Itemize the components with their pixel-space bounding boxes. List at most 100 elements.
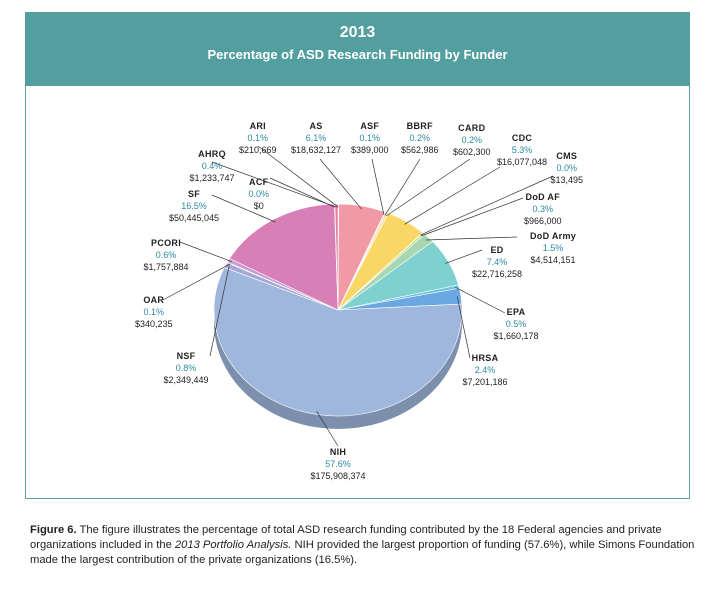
- label-ahrq-percent: 0.4%: [201, 161, 223, 171]
- label-asf-name: ASF: [360, 121, 380, 131]
- leader-epa: [455, 287, 506, 314]
- label-acf-amount: $0: [253, 201, 264, 211]
- caption-text-2: NIH provided the largest proportion of f…: [30, 539, 695, 566]
- label-ed-percent: 7.4%: [486, 257, 508, 267]
- label-asf: ASF 0.1% $389,000: [351, 120, 389, 156]
- label-oar-percent: 0.1%: [143, 307, 165, 317]
- label-card-name: CARD: [458, 123, 486, 133]
- label-nih-name: NIH: [329, 447, 347, 457]
- label-cdc: CDC 5.3% $16,077,048: [497, 132, 547, 168]
- label-acf: ACF 0.0% $0: [249, 176, 270, 212]
- label-pcori: PCORI 0.6% $1,757,884: [144, 237, 189, 273]
- leader-dod-af: [421, 197, 524, 237]
- label-nih: NIH 57.6% $175,908,374: [311, 446, 366, 482]
- label-epa-name: EPA: [506, 307, 526, 317]
- leader-dod-army: [426, 236, 518, 241]
- figure-caption: Figure 6. The figure illustrates the per…: [30, 523, 700, 568]
- chart-subtitle: Percentage of ASD Research Funding by Fu…: [207, 47, 508, 62]
- slice-nih: [213, 267, 463, 417]
- slice-sf: [229, 203, 339, 311]
- leader-bbrf: [384, 158, 421, 216]
- label-epa-amount: $1,660,178: [493, 331, 539, 341]
- label-bbrf-percent: 0.2%: [409, 133, 431, 143]
- label-oar-name: OAR: [143, 295, 165, 305]
- label-acf-name: ACF: [249, 177, 269, 187]
- label-asf-amount: $389,000: [351, 145, 389, 155]
- label-ari: ARI 0.1% $210,669: [239, 120, 277, 156]
- label-card-percent: 0.2%: [461, 135, 483, 145]
- leader-oar: [162, 263, 231, 301]
- label-ari-percent: 0.1%: [247, 133, 269, 143]
- label-cms: CMS 0.0% $13,495: [551, 150, 584, 186]
- label-dod-army-amount: $4,514,151: [530, 255, 576, 265]
- label-sf-percent: 16.5%: [181, 201, 207, 211]
- label-sf-name: SF: [187, 189, 201, 199]
- label-dod-af-name: DoD AF: [525, 192, 560, 202]
- label-oar-amount: $340,235: [135, 319, 173, 329]
- chart-title: 2013: [339, 24, 376, 41]
- label-ahrq: AHRQ 0.4% $1,233,747: [190, 148, 235, 184]
- label-sf-amount: $50,445,045: [169, 213, 220, 223]
- label-ari-name: ARI: [249, 121, 266, 131]
- leader-sf: [211, 194, 276, 223]
- label-dod-af-percent: 0.3%: [532, 204, 554, 214]
- leader-ahrq: [211, 161, 337, 208]
- label-epa: EPA 0.5% $1,660,178: [494, 306, 539, 342]
- label-hrsa-amount: $7,201,186: [462, 377, 508, 387]
- leader-as: [319, 158, 362, 210]
- label-ed-name: ED: [490, 245, 504, 255]
- label-pcori-amount: $1,757,884: [143, 262, 189, 272]
- leader-cdc: [404, 166, 501, 225]
- label-dod-army-percent: 1.5%: [542, 243, 564, 253]
- leader-asf: [371, 158, 385, 216]
- label-cms-amount: $13,495: [550, 175, 584, 185]
- label-pcori-name: PCORI: [151, 238, 182, 248]
- leader-ed: [445, 249, 483, 264]
- label-acf-percent: 0.0%: [248, 189, 270, 199]
- label-cms-percent: 0.0%: [556, 163, 578, 173]
- label-ahrq-amount: $1,233,747: [189, 173, 235, 183]
- label-cms-name: CMS: [556, 151, 578, 161]
- label-cdc-percent: 5.3%: [511, 145, 533, 155]
- leader-hrsa: [456, 296, 471, 359]
- leader-cms: [420, 175, 554, 236]
- label-ahrq-name: AHRQ: [198, 149, 226, 159]
- leader-nih: [316, 410, 339, 447]
- label-ed-amount: $22,716,258: [472, 269, 523, 279]
- label-hrsa: HRSA 2.4% $7,201,186: [463, 352, 508, 388]
- label-sf: SF 16.5% $50,445,045: [169, 188, 219, 224]
- label-nsf-name: NSF: [176, 351, 196, 361]
- caption-emphasis: 2013 Portfolio Analysis.: [174, 539, 292, 551]
- label-ed: ED 7.4% $22,716,258: [472, 244, 522, 280]
- label-pcori-percent: 0.6%: [155, 250, 177, 260]
- chart-header-banner: 2013 Percentage of ASD Research Funding …: [25, 12, 690, 86]
- label-nsf: NSF 0.8% $2,349,449: [164, 350, 209, 386]
- label-epa-percent: 0.5%: [505, 319, 527, 329]
- leader-lines: [162, 145, 554, 447]
- label-as-name: AS: [309, 121, 323, 131]
- slice-ahrq: [334, 203, 339, 311]
- label-dod-af-amount: $966,000: [524, 216, 562, 226]
- label-hrsa-percent: 2.4%: [474, 365, 496, 375]
- label-as-amount: $18,632,127: [291, 145, 342, 155]
- label-cdc-amount: $16,077,048: [497, 157, 548, 167]
- label-nih-amount: $175,908,374: [310, 471, 366, 481]
- label-bbrf-name: BBRF: [406, 121, 433, 131]
- label-bbrf: BBRF 0.2% $562,986: [401, 120, 439, 156]
- label-dod-army: DoD Army 1.5% $4,514,151: [530, 230, 576, 266]
- label-asf-percent: 0.1%: [359, 133, 381, 143]
- label-dod-army-name: DoD Army: [530, 231, 577, 241]
- label-cdc-name: CDC: [511, 133, 533, 143]
- label-nsf-amount: $2,349,449: [163, 375, 209, 385]
- leader-nsf: [209, 266, 230, 357]
- label-as-percent: 6.1%: [305, 133, 327, 143]
- label-as: AS 6.1% $18,632,127: [291, 120, 341, 156]
- label-ari-amount: $210,669: [239, 145, 277, 155]
- label-card: CARD 0.2% $602,300: [453, 122, 491, 158]
- label-oar: OAR 0.1% $340,235: [135, 294, 173, 330]
- caption-figure-number: Figure 6.: [30, 524, 77, 536]
- leader-pcori: [179, 241, 232, 263]
- leader-card: [386, 158, 471, 217]
- label-bbrf-amount: $562,986: [401, 145, 439, 155]
